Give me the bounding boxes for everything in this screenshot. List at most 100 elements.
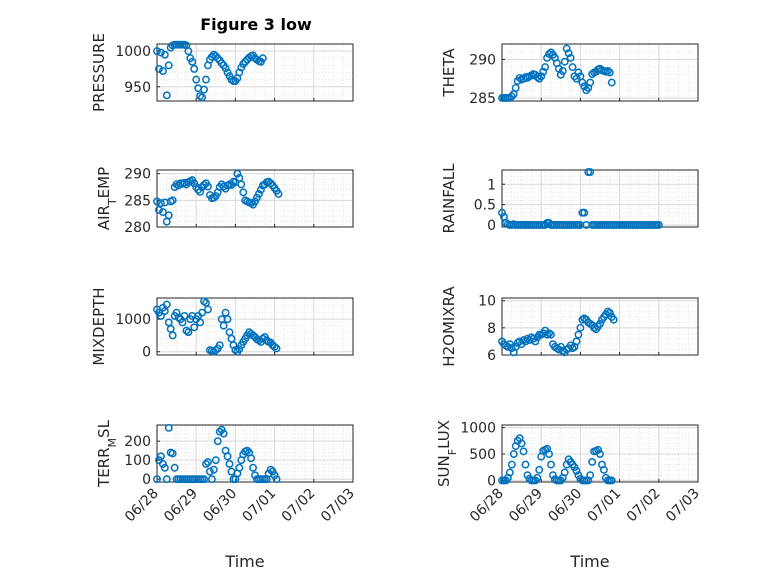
data-point xyxy=(247,454,256,463)
data-point xyxy=(172,308,181,317)
data-point xyxy=(160,463,169,472)
data-point xyxy=(158,460,167,468)
y-tick-label: 0 xyxy=(487,473,496,489)
data-point xyxy=(270,342,279,351)
y-tick-label: 200 xyxy=(124,434,151,450)
data-point xyxy=(239,188,248,197)
y-tick-label: 6 xyxy=(487,348,496,364)
data-point xyxy=(225,460,234,468)
data-point xyxy=(241,57,250,66)
data-point xyxy=(164,211,173,220)
y-tick-label: 1000 xyxy=(460,421,496,437)
y-tick-label: 0.5 xyxy=(474,198,496,214)
figure-title: Figure 3 low xyxy=(200,15,312,34)
data-point xyxy=(254,190,263,198)
y-axis-label: TERRMSL xyxy=(95,419,119,488)
data-point xyxy=(262,336,271,345)
data-point xyxy=(188,57,197,66)
data-point xyxy=(596,319,604,328)
data-point xyxy=(543,53,552,62)
y-axis-label: RAINFALL xyxy=(440,163,458,234)
data-point xyxy=(249,331,257,340)
data-point xyxy=(198,93,207,102)
y-tick-label: 10 xyxy=(478,294,496,310)
data-point xyxy=(498,208,506,217)
x-axis-label: Time xyxy=(224,552,264,571)
data-point xyxy=(266,465,275,474)
data-point xyxy=(164,61,173,70)
subplot-air-temp: 280 285 290 AIRTEMP xyxy=(95,167,354,236)
data-point xyxy=(184,47,193,56)
data-point xyxy=(568,63,577,72)
data-point xyxy=(158,67,167,76)
data-point xyxy=(168,331,177,340)
data-point xyxy=(549,471,557,480)
data-point xyxy=(153,475,161,484)
y-axis-label: H2OMIXRA xyxy=(440,286,458,367)
data-point xyxy=(247,199,256,207)
y-tick-label: 280 xyxy=(124,220,151,236)
data-point xyxy=(164,423,173,432)
data-point xyxy=(156,311,165,320)
data-point xyxy=(545,450,553,458)
data-point xyxy=(533,473,542,482)
y-tick-label: 1 xyxy=(487,177,496,193)
y-tick-label: 950 xyxy=(124,80,151,96)
data-point xyxy=(215,341,224,350)
data-point xyxy=(505,468,514,477)
y-axis-label: AIRTEMP xyxy=(95,167,119,230)
data-point xyxy=(556,70,565,79)
data-point xyxy=(205,467,214,476)
y-tick-label: 500 xyxy=(469,447,496,463)
data-point xyxy=(531,337,540,346)
y-tick-label: 0 xyxy=(142,472,151,488)
data-point xyxy=(219,429,228,438)
y-tick-label: 290 xyxy=(124,167,151,183)
data-point xyxy=(578,78,587,87)
data-point xyxy=(537,72,546,81)
data-point xyxy=(270,471,279,480)
data-point xyxy=(605,68,614,77)
data-point xyxy=(576,323,585,332)
data-point xyxy=(200,85,208,94)
data-point xyxy=(609,315,618,324)
data-point xyxy=(153,197,161,206)
data-point xyxy=(221,64,230,73)
data-point xyxy=(545,50,553,58)
subplot-h2omixra: 6 8 10 H2OMIXRA xyxy=(440,286,699,367)
data-point xyxy=(507,344,516,353)
subplot-rainfall: 0 0.5 1 RAINFALL xyxy=(440,163,699,234)
data-point xyxy=(562,44,571,53)
data-point xyxy=(266,179,275,188)
y-axis-label: MIXDEPTH xyxy=(90,287,108,365)
data-point xyxy=(213,54,222,63)
y-tick-label: 8 xyxy=(487,321,496,337)
data-point xyxy=(274,190,283,198)
data-point xyxy=(229,341,238,350)
data-point xyxy=(162,475,171,484)
data-point xyxy=(207,475,216,484)
data-point xyxy=(272,475,281,484)
data-point xyxy=(213,437,222,446)
data-point xyxy=(196,187,205,196)
data-point xyxy=(211,52,220,61)
data-point xyxy=(511,83,520,92)
data-point xyxy=(566,53,575,62)
data-point xyxy=(558,67,567,75)
data-point xyxy=(200,180,208,189)
y-tick-label: 1000 xyxy=(115,312,151,328)
y-tick-label: 100 xyxy=(124,453,151,469)
data-point xyxy=(572,466,581,475)
subplot-theta: 285 290 THETA xyxy=(440,43,699,107)
y-axis-label: THETA xyxy=(440,48,458,98)
data-point xyxy=(239,60,248,68)
data-point xyxy=(254,336,263,345)
data-point xyxy=(162,91,171,100)
data-point xyxy=(202,460,210,468)
axes-frame xyxy=(156,43,354,102)
data-point xyxy=(155,206,163,214)
axes-frame xyxy=(501,43,699,102)
data-point xyxy=(596,450,604,458)
